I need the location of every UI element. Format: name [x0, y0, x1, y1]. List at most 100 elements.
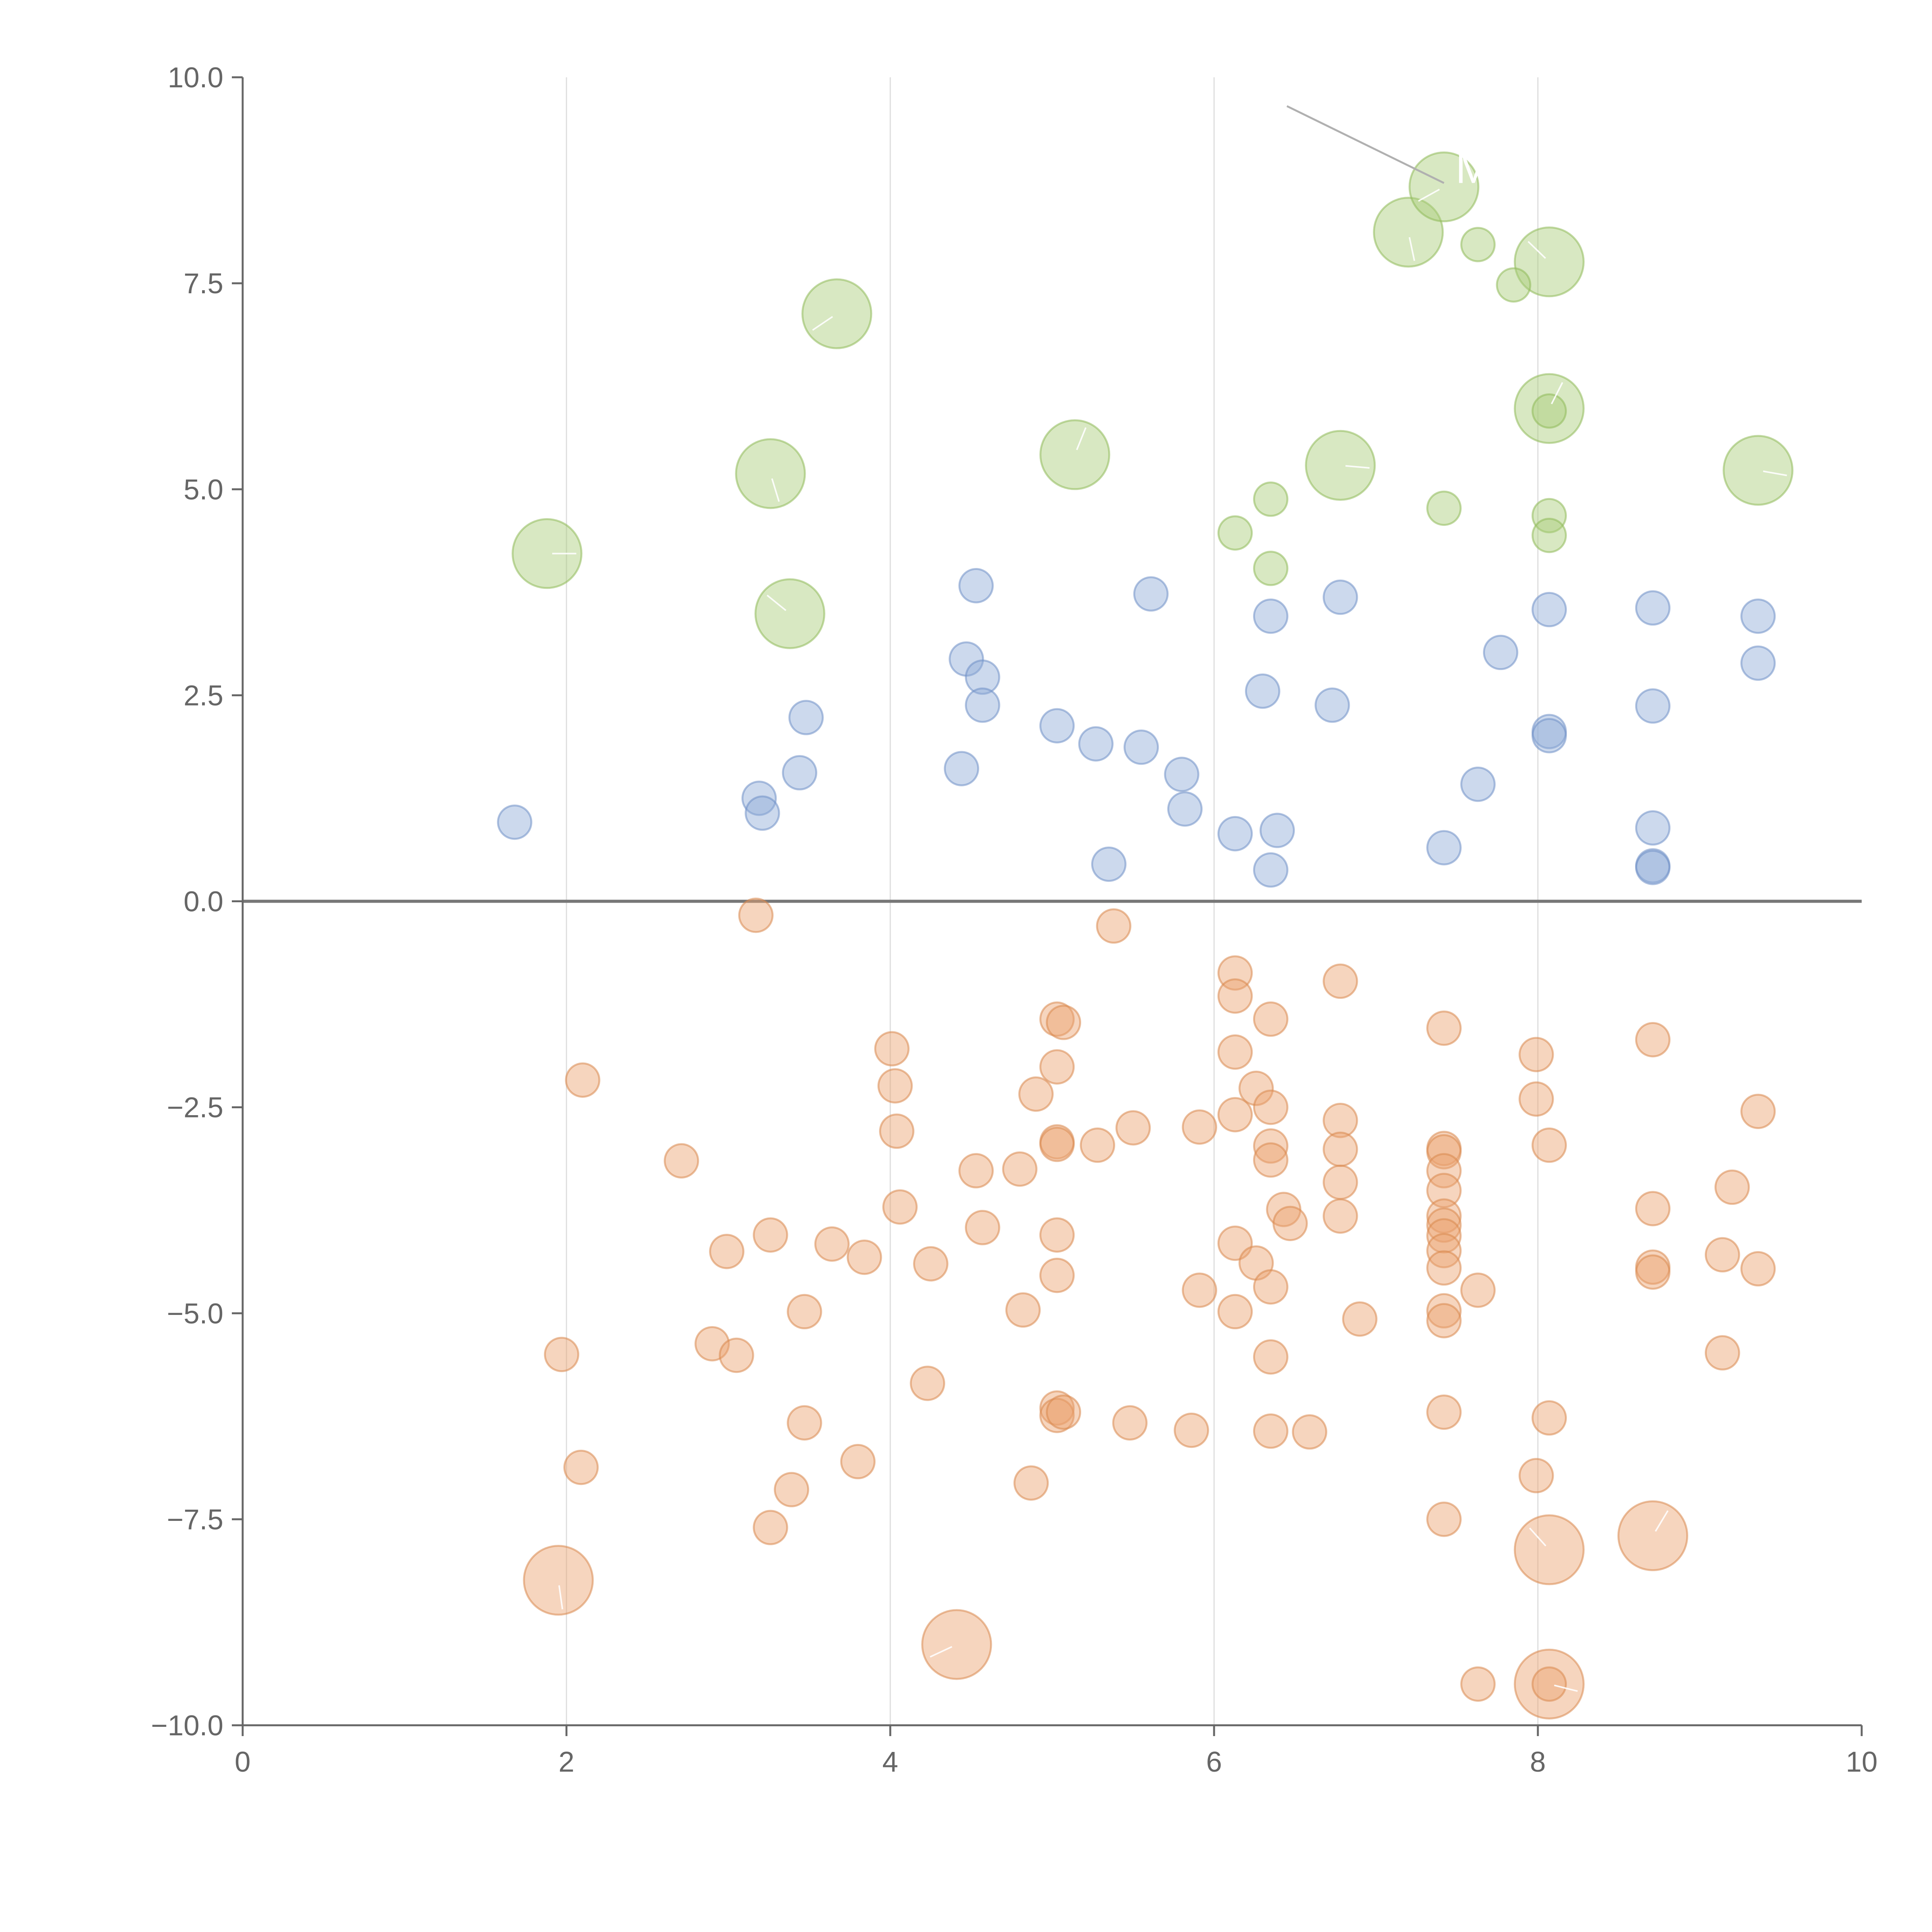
x-tick-label: 6 — [1206, 1746, 1222, 1778]
bubble-point — [1253, 852, 1289, 888]
bubble-point — [1519, 1037, 1554, 1072]
bubble-point — [523, 1545, 594, 1616]
bubble-point — [1426, 1010, 1462, 1046]
bubble-point — [1217, 1034, 1253, 1070]
bubble-point — [879, 1113, 915, 1149]
y-tick-label: 0.0 — [184, 886, 223, 918]
bubble-point — [1046, 1005, 1082, 1040]
bubble-point — [753, 1217, 788, 1253]
bubble-point — [1635, 850, 1671, 885]
x-axis-ticks: 0 2 4 6 8 10 — [235, 1725, 1878, 1778]
bubble-point — [787, 1294, 822, 1330]
bubble-point — [1635, 810, 1671, 846]
bubble-point — [1164, 757, 1199, 792]
bubble-point — [1531, 517, 1567, 553]
bubble-point — [1531, 1400, 1567, 1436]
bubble-point — [1039, 1126, 1075, 1162]
bubble-point — [565, 1062, 600, 1098]
bubble-point — [1039, 419, 1111, 490]
bubble-point — [1217, 978, 1253, 1014]
bubble-point — [840, 1444, 876, 1480]
bubble-point — [1483, 634, 1519, 670]
y-tick-label: −2.5 — [167, 1092, 223, 1124]
bubble-point — [1253, 598, 1289, 634]
bubble-leader-tick — [1655, 1510, 1669, 1532]
bubble-point — [1315, 687, 1350, 723]
bubble-point — [1531, 1128, 1567, 1163]
bubble-point — [801, 278, 872, 349]
bubble-leader-tick — [812, 316, 833, 331]
bubble-point — [1426, 1293, 1462, 1329]
bubble-point — [1426, 1173, 1462, 1208]
bubble-point — [1002, 1151, 1037, 1187]
y-tick-label: −5.0 — [167, 1298, 223, 1330]
bubble-point — [1635, 1254, 1671, 1290]
bubble-point — [910, 1366, 946, 1401]
bubble-point — [1635, 590, 1671, 626]
x-tick-label: 10 — [1846, 1746, 1878, 1778]
bubble-leader-tick — [1551, 382, 1563, 405]
bubble-point — [1617, 1500, 1689, 1571]
bubble-point — [1531, 393, 1567, 429]
bubble-point — [787, 1405, 822, 1441]
bubble-point — [913, 1246, 949, 1282]
y-tick-label: 2.5 — [184, 679, 223, 711]
bubble-point — [1013, 1465, 1049, 1501]
bubble-point — [1635, 1022, 1671, 1058]
bubble-layer — [497, 151, 1794, 1719]
bubble-leader-tick — [1408, 237, 1415, 261]
bubble-point — [1305, 430, 1376, 501]
bubble-point — [1531, 592, 1567, 628]
bubble-point — [1039, 1398, 1075, 1433]
x-tick-label: 2 — [558, 1746, 574, 1778]
bubble-point — [965, 659, 1000, 695]
bubble-point — [1039, 1049, 1075, 1085]
bubble-point — [1217, 515, 1253, 551]
bubble-leader-tick — [558, 1585, 563, 1609]
bubble-point — [1426, 1502, 1462, 1537]
bubble-point — [1078, 726, 1114, 762]
bubble-point — [1253, 1339, 1289, 1375]
bubble-point — [1245, 673, 1281, 709]
bubble-point — [1253, 1128, 1289, 1164]
bubble-point — [1123, 730, 1159, 765]
bubble-point — [774, 1472, 810, 1507]
bubble-point — [1342, 1301, 1378, 1337]
bubble-point — [753, 1510, 788, 1545]
annotation-label: M — [1456, 145, 1491, 192]
bubble-point — [1323, 1198, 1358, 1234]
bubble-point — [1046, 1394, 1082, 1430]
bubble-point — [1133, 576, 1169, 612]
bubble-point — [1238, 1070, 1274, 1106]
bubble-leader-tick — [1527, 241, 1546, 259]
bubble-point — [1519, 1458, 1554, 1493]
bubble-point — [944, 751, 980, 786]
bubble-point — [1460, 227, 1496, 262]
bubble-point — [1740, 645, 1776, 681]
bubble-point — [1426, 490, 1462, 526]
bubble-point — [921, 1609, 992, 1680]
bubble-point — [1253, 551, 1289, 586]
bubble-point — [563, 1449, 599, 1485]
x-tick-label: 8 — [1530, 1746, 1546, 1778]
bubble-point — [1167, 791, 1203, 827]
bubble-point — [1496, 267, 1531, 303]
bubble-point — [1531, 718, 1567, 753]
bubble-point — [1005, 1292, 1041, 1328]
bubble-point — [1253, 1269, 1289, 1305]
bubble-point — [1426, 1250, 1462, 1286]
bubble-point — [1323, 963, 1358, 999]
bubble-point — [1426, 1218, 1462, 1253]
bubble-point — [1272, 1206, 1308, 1242]
bubble-point — [1253, 1413, 1289, 1449]
annotation: M — [1286, 105, 1491, 192]
bubble-point — [741, 781, 777, 816]
bubble-point — [1426, 1198, 1462, 1234]
bubble-point — [735, 438, 806, 509]
bubble-point — [754, 578, 825, 649]
annotation-leader-line — [1286, 105, 1445, 184]
bubble-point — [1039, 708, 1075, 743]
bubble-point — [738, 898, 774, 933]
bubble-point — [1426, 1207, 1462, 1243]
